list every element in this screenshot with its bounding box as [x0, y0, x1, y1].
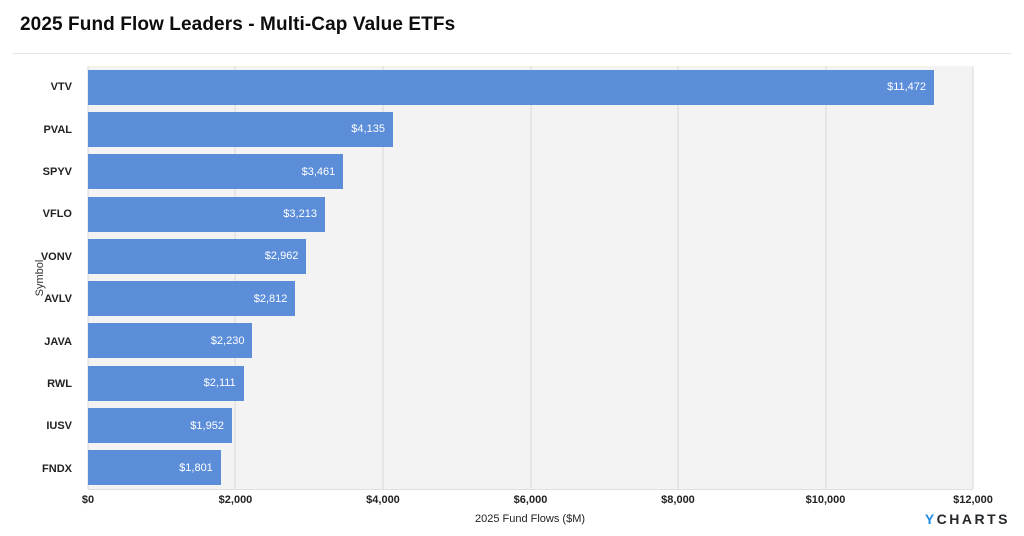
ycharts-logo: YCHARTS [925, 511, 1010, 527]
y-tick-label-java: JAVA [44, 335, 72, 348]
x-axis-title: 2025 Fund Flows ($M) [474, 513, 586, 525]
bar-value-label: $2,111 [203, 377, 236, 390]
y-tick-label-vonv: VONV [40, 250, 72, 263]
header-divider [13, 53, 1011, 54]
bar-avlv[interactable]: $2,812 [88, 281, 296, 317]
x-tick-label: $0 [81, 494, 95, 506]
bar-row: $3,461 [88, 151, 973, 193]
gridline [234, 66, 236, 489]
gridline [87, 66, 89, 489]
y-tick-label-iusv: IUSV [46, 420, 72, 433]
x-tick-labels: $0 $2,000 $4,000 $6,000 $8,000 $10,000 $12,000 [82, 494, 993, 508]
bar-row: $2,962 [88, 235, 973, 277]
bar-value-label: $2,962 [264, 250, 299, 263]
gridline [382, 66, 384, 489]
bar-value-label: $1,801 [179, 461, 213, 474]
gridline [530, 66, 531, 489]
bar-fndx[interactable]: $1,801 [88, 450, 221, 486]
bar-row: $1,952 [88, 404, 973, 446]
y-tick-label-vflo: VFLO [42, 208, 72, 221]
y-tick-label-vtv: VTV [50, 81, 72, 94]
y-tick-label-rwl: RWL [47, 378, 72, 391]
bar-value-label: $2,230 [210, 334, 245, 347]
ycharts-logo-text: CHARTS [936, 511, 1010, 527]
x-tick-label: $8,000 [661, 494, 695, 506]
bar-value-label: $4,135 [351, 123, 385, 136]
bar-pval[interactable]: $4,135 [88, 111, 393, 147]
gridline [972, 66, 974, 489]
bar-spyv[interactable]: $3,461 [88, 154, 344, 190]
bar-row: $2,812 [88, 277, 973, 319]
bar-row: $3,213 [88, 193, 973, 235]
x-tick-label: $6,000 [513, 494, 548, 506]
x-tick-label: $10,000 [805, 494, 846, 506]
bar-value-label: $3,461 [301, 165, 336, 178]
bar-rwl[interactable]: $2,111 [88, 365, 244, 401]
y-tick-label-fndx: FNDX [42, 462, 72, 475]
bar-value-label: $2,812 [253, 292, 288, 305]
bar-iusv[interactable]: $1,952 [88, 408, 232, 444]
bar-value-label: $1,952 [190, 419, 224, 432]
bar-row: $11,472 [88, 66, 973, 108]
bar-rows: $11,472 $4,135 $3,461 $3,213 $2,962 $2,812 $2,… [88, 66, 973, 489]
gridline [825, 66, 826, 489]
bar-vonv[interactable]: $2,962 [88, 238, 307, 274]
y-tick-label-avlv: AVLV [44, 293, 72, 306]
bar-value-label: $3,213 [283, 208, 317, 221]
bar-value-label: $11,472 [887, 81, 927, 94]
y-tick-label-pval: PVAL [43, 123, 72, 136]
bar-row: $1,801 [88, 447, 973, 489]
bar-vflo[interactable]: $3,213 [88, 196, 325, 232]
bar-row: $4,135 [88, 108, 973, 150]
bar-vtv[interactable]: $11,472 [88, 69, 935, 105]
gridline [677, 66, 679, 489]
ycharts-logo-y-icon: Y [924, 511, 937, 527]
bar-row: $2,111 [88, 362, 973, 404]
bar-row: $2,230 [88, 320, 973, 362]
y-tick-labels: VTV PVAL SPYV VFLO VONV AVLV JAVA RWL IUSV FNDX [0, 66, 80, 490]
x-tick-label: $2,000 [218, 494, 253, 506]
x-tick-label: $12,000 [953, 494, 993, 506]
x-tick-label: $4,000 [366, 494, 400, 506]
plot-area: $11,472 $4,135 $3,461 $3,213 $2,962 $2,812 $2,… [87, 66, 974, 490]
bar-java[interactable]: $2,230 [88, 323, 253, 359]
chart-title: 2025 Fund Flow Leaders - Multi-Cap Value… [20, 14, 456, 35]
y-tick-label-spyv: SPYV [42, 166, 72, 179]
